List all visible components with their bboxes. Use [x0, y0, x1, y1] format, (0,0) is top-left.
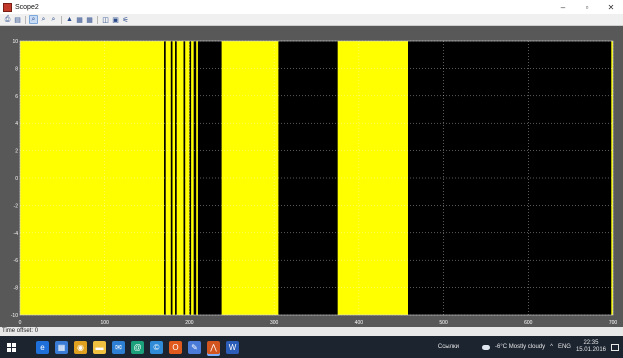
- status-bar: Time offset: 0: [0, 327, 623, 336]
- word-icon[interactable]: W: [226, 340, 239, 354]
- x-tick-label: 300: [270, 320, 279, 326]
- scope-plot-area: 0 100 200 300 400 500 600 700 10 8 6 4 2 0 -2 -4 -6 -8 -10: [0, 26, 623, 326]
- windows-icon: [6, 342, 16, 352]
- title-bar: Scope2 – ▫ ✕: [0, 0, 623, 14]
- system-tray: Ссылки -6°C Mostly cloudy ^ ENG 22:35 15…: [438, 336, 619, 358]
- signal-trace-segment: [191, 41, 194, 315]
- x-tick-label: 0: [19, 320, 22, 326]
- y-tick-label: 2: [15, 149, 18, 155]
- app-c-icon[interactable]: ©: [150, 340, 163, 354]
- minimize-button[interactable]: –: [560, 2, 566, 12]
- maximize-button[interactable]: ▫: [585, 2, 589, 12]
- signal-trace-segment: [165, 41, 171, 315]
- time-offset-label: Time offset:: [2, 328, 34, 334]
- toolbar-separator: [97, 15, 98, 24]
- y-tick-label: -4: [14, 231, 19, 237]
- zoom-icon[interactable]: ⌕: [29, 15, 38, 24]
- chrome-icon[interactable]: ◉: [74, 340, 87, 354]
- signal-trace-segment: [176, 41, 184, 315]
- zoom-y-icon[interactable]: ⌕: [51, 15, 56, 23]
- window-title: Scope2: [15, 3, 39, 11]
- calculator-icon[interactable]: ▦: [55, 340, 68, 354]
- restore-axes-icon[interactable]: ▦: [86, 16, 93, 24]
- tray-chevron-icon[interactable]: ^: [550, 344, 553, 350]
- clock-time: 22:35: [583, 340, 599, 346]
- close-button[interactable]: ✕: [607, 2, 615, 12]
- save-axes-icon[interactable]: ▦: [76, 16, 83, 24]
- signal-trace-segment: [221, 41, 279, 315]
- clock[interactable]: 22:35 15.01.2016: [576, 340, 606, 354]
- notification-center-icon[interactable]: [611, 343, 619, 351]
- scope-toolbar: ⎙ ▤ ⌕ ⌕ ⌕ ▲ ▦ ▦ ◫ ▣ ⚟: [0, 14, 623, 26]
- y-tick-label: -8: [14, 286, 19, 292]
- notes-icon[interactable]: ✎: [188, 340, 201, 354]
- y-tick-label: 4: [15, 121, 18, 127]
- plot-frame: [19, 40, 614, 316]
- weather-text[interactable]: -6°C Mostly cloudy: [495, 344, 546, 350]
- file-explorer-icon[interactable]: ▬: [93, 340, 106, 354]
- y-tick-label: -6: [14, 258, 19, 264]
- y-tick-label: -2: [14, 203, 19, 209]
- x-tick-label: 500: [439, 320, 448, 326]
- zoom-x-icon[interactable]: ⌕: [41, 15, 46, 23]
- parameters-icon[interactable]: ▤: [14, 16, 21, 24]
- scope-app-icon: [3, 2, 12, 12]
- weather-icon[interactable]: [482, 344, 491, 350]
- x-tick-label: 600: [524, 320, 533, 326]
- matlab-icon[interactable]: ⋀: [207, 340, 220, 354]
- signal-trace-segment: [337, 41, 408, 315]
- lock-axes-icon[interactable]: ▣: [112, 16, 119, 24]
- print-icon[interactable]: ⎙: [4, 15, 11, 23]
- y-tick-label: 10: [12, 39, 18, 45]
- floating-scope-icon[interactable]: ◫: [102, 16, 109, 24]
- scope-window: Scope2 – ▫ ✕ ⎙ ▤ ⌕ ⌕ ⌕ ▲ ▦ ▦ ◫ ▣ ⚟ 0 100 200 300 400 50…: [0, 0, 623, 336]
- taskbar: e ▦ ◉ ▬ ✉ @ © O ✎ ⋀ W Ссылки -6°C Mostly cloudy ^ …: [0, 336, 623, 358]
- y-tick-label: -10: [11, 313, 18, 319]
- toolbar-separator: [25, 15, 26, 24]
- x-tick-label: 700: [609, 320, 618, 326]
- autoscale-icon[interactable]: ▲: [66, 16, 73, 23]
- toolbar-separator: [61, 15, 62, 24]
- x-tick-label: 400: [355, 320, 364, 326]
- office-icon[interactable]: O: [169, 340, 182, 354]
- mail-icon[interactable]: ✉: [112, 340, 125, 354]
- window-controls: – ▫ ✕: [551, 0, 623, 14]
- start-button[interactable]: [0, 336, 22, 358]
- x-tick-label: 100: [101, 320, 110, 326]
- edge-icon[interactable]: e: [36, 340, 49, 354]
- y-tick-label: 0: [15, 176, 18, 182]
- x-tick-label: 200: [185, 320, 194, 326]
- signal-selection-icon[interactable]: ⚟: [122, 16, 129, 24]
- time-offset-value: 0: [34, 328, 39, 334]
- language-indicator[interactable]: ENG: [557, 344, 571, 350]
- y-tick-label: 8: [15, 66, 18, 72]
- links-toolbar[interactable]: Ссылки: [437, 344, 460, 350]
- y-tick-label: 6: [15, 94, 18, 100]
- signal-trace-segment: [185, 41, 190, 315]
- scope-plot: 0 100 200 300 400 500 600 700 10 8 6 4 2 0 -2 -4 -6 -8 -10: [11, 39, 618, 326]
- app-at-icon[interactable]: @: [131, 340, 144, 354]
- taskbar-apps: e ▦ ◉ ▬ ✉ @ © O ✎ ⋀ W: [36, 340, 239, 354]
- clock-date: 15.01.2016: [575, 347, 606, 353]
- signal-trace-segment: [611, 41, 613, 315]
